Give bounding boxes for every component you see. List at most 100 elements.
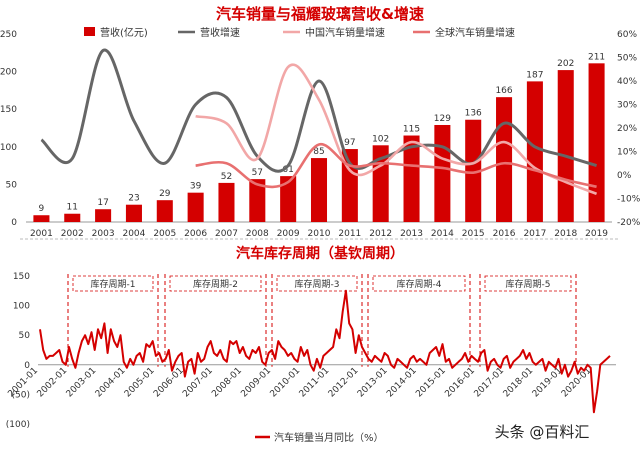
x-tick-label: 2006-01	[152, 366, 186, 400]
x-tick-label: 2003-01	[65, 366, 99, 400]
revenue-bar	[95, 209, 112, 222]
revenue-bar	[310, 158, 328, 222]
cycle-label: 库存周期-4	[397, 278, 442, 290]
x-tick-label: 2015	[462, 229, 485, 239]
x-tick-label: 2001	[30, 229, 53, 239]
cycle-label: 库存周期-5	[506, 278, 551, 290]
y-right-tick-label: -10%	[617, 195, 640, 205]
x-tick-label: 2015-01	[414, 366, 448, 400]
y-left-tick-label: 50	[6, 180, 18, 190]
revenue-bar	[125, 204, 142, 222]
revenue-data-label: 187	[526, 70, 543, 80]
y-right-tick-label: 30%	[617, 101, 637, 111]
y-tick-label: 100	[13, 302, 30, 312]
growth-line-2	[195, 63, 598, 196]
y-tick-label: 0	[24, 361, 30, 371]
revenue-bar	[280, 176, 297, 222]
cycle-label: 库存周期-1	[91, 278, 136, 290]
y-left-tick-label: 100	[0, 143, 17, 153]
revenue-bar	[588, 63, 605, 222]
x-tick-label: 2016-01	[443, 366, 477, 400]
y-tick-label: 50	[19, 331, 31, 341]
x-tick-label: 2014-01	[385, 366, 419, 400]
revenue-bar	[403, 135, 420, 222]
x-tick-label: 2017	[523, 229, 546, 239]
revenue-bar	[187, 192, 204, 222]
y-right-tick-label: -20%	[617, 218, 640, 228]
watermark: 头条 @百料汇	[495, 423, 590, 441]
revenue-data-label: 115	[403, 125, 420, 135]
x-tick-label: 2009-01	[239, 366, 273, 400]
x-tick-label: 2016	[493, 229, 516, 239]
x-tick-label: 2008-01	[210, 366, 244, 400]
x-tick-label: 2006	[184, 229, 207, 239]
x-tick-label: 2005	[153, 229, 176, 239]
x-tick-label: 2018-01	[502, 366, 536, 400]
revenue-data-label: 23	[128, 194, 139, 204]
revenue-data-label: 61	[282, 165, 293, 175]
cycle-label-box	[169, 275, 262, 292]
x-tick-label: 2010	[308, 229, 331, 239]
x-tick-label: 2013	[400, 229, 423, 239]
x-tick-label: 2009	[277, 229, 300, 239]
revenue-data-label: 202	[557, 59, 574, 69]
y-tick-label: (50)	[12, 390, 30, 400]
revenue-bar	[249, 179, 266, 222]
cycle-label-box	[484, 275, 572, 292]
revenue-data-label: 9	[39, 204, 45, 214]
cycle-label-box	[372, 275, 466, 292]
legend-label: 营收(亿元)	[100, 26, 148, 39]
y-right-tick-label: 20%	[617, 124, 637, 134]
revenue-bar	[64, 213, 81, 222]
x-tick-label: 2008	[246, 229, 269, 239]
y-right-tick-label: 50%	[617, 54, 637, 64]
revenue-bar	[465, 119, 482, 222]
cycle-label: 库存周期-3	[295, 278, 340, 290]
revenue-bar	[218, 182, 235, 222]
x-tick-label: 2012	[369, 229, 392, 239]
revenue-data-label: 129	[434, 114, 451, 124]
y-right-tick-label: 10%	[617, 148, 637, 158]
legend-label: 汽车销量当月同比（%）	[274, 431, 384, 444]
x-tick-label: 2007	[215, 229, 238, 239]
y-left-tick-label: 250	[0, 30, 17, 40]
x-tick-label: 2004-01	[94, 366, 128, 400]
x-tick-label: 2004	[122, 229, 145, 239]
x-tick-label: 2019	[585, 229, 608, 239]
y-right-tick-label: 40%	[617, 77, 637, 87]
x-tick-label: 2012-01	[327, 366, 361, 400]
growth-line-3	[195, 143, 597, 189]
cycle-label-box	[276, 275, 358, 292]
revenue-bar	[434, 124, 451, 222]
legend-label: 全球汽车销量增速	[435, 26, 515, 39]
growth-line-1	[40, 48, 598, 173]
revenue-data-label: 97	[344, 138, 355, 148]
legend-label: 营收增速	[200, 26, 240, 39]
x-tick-label: 2002	[61, 229, 84, 239]
x-tick-label: 2011	[338, 229, 361, 239]
x-tick-label: 2005-01	[123, 366, 157, 400]
y-tick-label: (100)	[6, 420, 30, 430]
top-chart-title: 汽车销量与福耀玻璃营收&增速	[216, 5, 424, 23]
legend-label: 中国汽车销量增速	[305, 26, 385, 39]
y-right-tick-label: 60%	[617, 30, 637, 40]
revenue-data-label: 85	[313, 147, 324, 157]
revenue-data-label: 29	[159, 189, 171, 199]
bottom-chart-title: 汽车库存周期（基钦周期）	[236, 245, 404, 262]
y-right-tick-label: 0%	[617, 171, 632, 181]
revenue-bar	[557, 70, 574, 222]
x-tick-label: 2010-01	[269, 366, 303, 400]
revenue-data-label: 166	[495, 86, 512, 96]
x-tick-label: 2019-01	[531, 366, 565, 400]
revenue-bar	[496, 97, 513, 222]
revenue-data-label: 11	[67, 203, 78, 213]
revenue-bar	[156, 200, 173, 222]
revenue-bar	[526, 81, 543, 222]
sales-yoy-line	[39, 289, 611, 414]
y-left-tick-label: 0	[11, 218, 17, 228]
x-tick-label: 2013-01	[356, 366, 390, 400]
revenue-data-label: 52	[221, 172, 232, 182]
cycle-label-box	[72, 275, 154, 292]
revenue-data-label: 39	[190, 182, 202, 192]
